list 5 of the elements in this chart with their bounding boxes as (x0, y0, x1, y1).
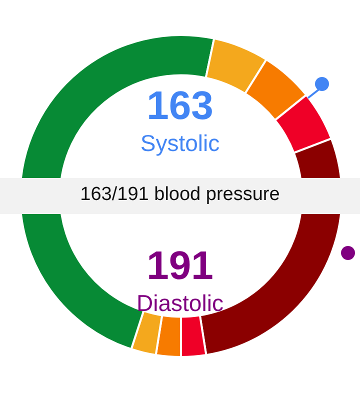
text: 191 (146, 244, 214, 289)
text: 163/191 blood pressure (79, 184, 281, 206)
text: Systolic (139, 130, 221, 157)
text: Diastolic (136, 290, 224, 317)
text: 163 (146, 84, 214, 129)
